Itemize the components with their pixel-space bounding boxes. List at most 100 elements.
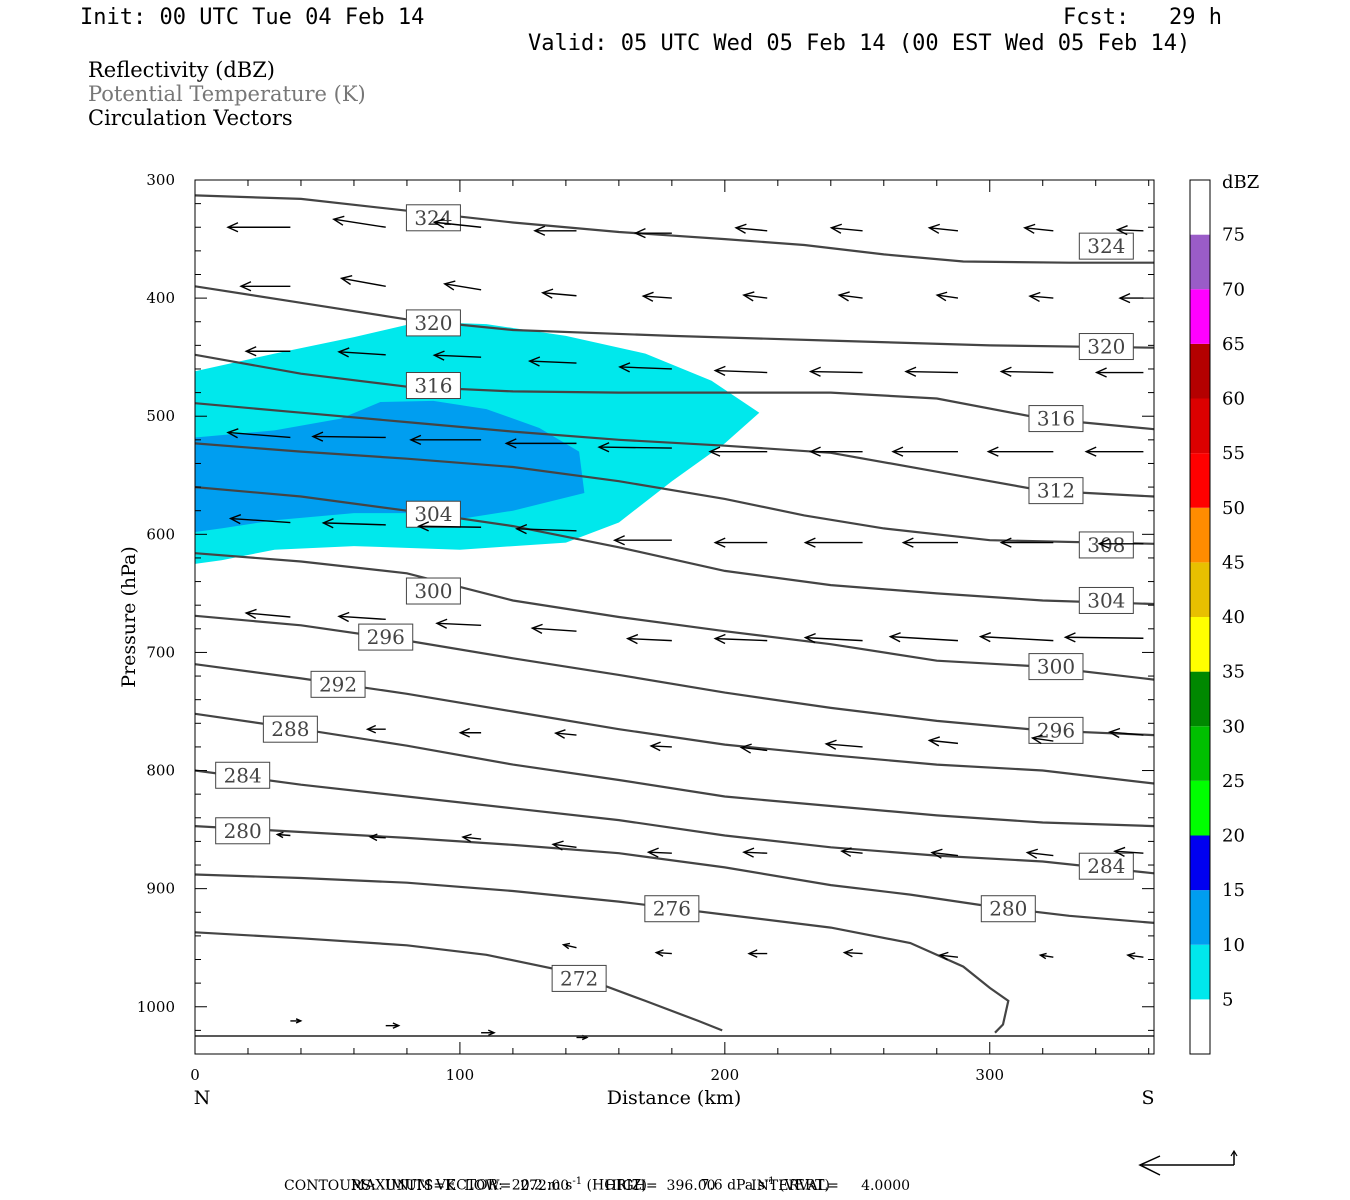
reference-vector-icon xyxy=(1138,1149,1238,1176)
contour-label-300: 300 xyxy=(1037,655,1075,679)
circulation-vector-layer xyxy=(226,215,1144,1041)
circulation-vector xyxy=(901,537,958,548)
vert-exponent: -1 xyxy=(764,1176,775,1187)
contour-label-box xyxy=(262,715,318,743)
circulation-vector xyxy=(734,223,768,234)
circulation-vector xyxy=(409,434,482,445)
colorbar-level-label: 25 xyxy=(1222,771,1245,792)
colorbar-level-label: 60 xyxy=(1222,389,1245,410)
forecast-hour: Fcst: 29 h xyxy=(1063,5,1222,30)
circulation-vector xyxy=(888,632,959,643)
contour-label-272: 272 xyxy=(560,966,598,990)
colorbar: 5 10 15 20 25 30 35 40 45 50 55 60 65 70 75 xyxy=(1189,179,1245,1055)
circulation-vector xyxy=(803,632,863,644)
x-axis-title: Distance (km) xyxy=(607,1087,742,1109)
circulation-vector xyxy=(840,847,863,857)
circulation-vector xyxy=(365,724,386,734)
circulation-vector xyxy=(1115,225,1144,236)
horiz-unit: (HORIZ) xyxy=(586,1177,647,1194)
contour-label-304: 304 xyxy=(414,502,452,526)
y-tick-label: 700 xyxy=(146,643,175,661)
contour-label-316: 316 xyxy=(1037,407,1075,431)
contour-label-284: 284 xyxy=(1087,854,1125,878)
colorbar-frame xyxy=(1189,179,1211,1055)
contour-label-280: 280 xyxy=(224,819,262,843)
colorbar-level-label: 75 xyxy=(1222,225,1245,246)
theta-contour-300 xyxy=(195,552,1154,681)
theta-contour-320 xyxy=(195,285,1154,349)
contour-label-312: 312 xyxy=(1037,479,1075,503)
circulation-vector xyxy=(1030,734,1054,745)
contour-label-box xyxy=(358,623,414,651)
colorbar-segment xyxy=(1190,617,1210,672)
colorbar-level-label: 30 xyxy=(1222,716,1245,737)
x-tick-label: 300 xyxy=(975,1066,1004,1084)
circulation-vector xyxy=(633,228,672,239)
circulation-vector xyxy=(837,291,863,302)
circulation-vector xyxy=(938,951,959,961)
circulation-vector xyxy=(986,446,1054,457)
circulation-vector xyxy=(891,446,958,457)
circulation-vector xyxy=(739,743,768,754)
contour-label-box xyxy=(405,204,461,232)
theta-contour-284 xyxy=(195,769,1154,875)
circulation-vector xyxy=(530,623,577,634)
circulation-vector xyxy=(1023,223,1054,234)
contour-label-box xyxy=(215,817,271,845)
circulation-vector xyxy=(927,736,959,747)
circulation-vector xyxy=(540,288,577,299)
x-tick-label: 200 xyxy=(711,1066,740,1084)
colorbar-segment xyxy=(1190,780,1210,836)
circulation-vector xyxy=(337,611,386,623)
colorbar-level-label: 50 xyxy=(1222,498,1245,519)
theta-contour-288 xyxy=(195,712,1154,828)
colorbar-level-label: 40 xyxy=(1222,607,1245,628)
theta-contour-layer: 324 324 320 320 316 316 312 308 304 304 300 300 296 2… xyxy=(195,194,1154,1034)
circulation-vector xyxy=(646,847,672,858)
contour-label-box xyxy=(1078,232,1134,260)
theta-contour-324 xyxy=(195,194,1154,264)
circulation-vector xyxy=(533,225,577,236)
x-end-label-right: S xyxy=(1141,1087,1154,1109)
contour-label-280: 280 xyxy=(989,897,1027,921)
contour-label-box xyxy=(1078,852,1134,880)
circulation-vector xyxy=(321,518,386,529)
theta-contour-316 xyxy=(195,353,1154,431)
contour-label-box xyxy=(405,372,461,400)
colorbar-segment xyxy=(1190,343,1210,399)
colorbar-segment xyxy=(1190,999,1210,1054)
x-tick-label: 0 xyxy=(190,1066,200,1084)
circulation-vector xyxy=(842,948,863,958)
colorbar-level-label: 35 xyxy=(1222,662,1245,683)
circulation-vector xyxy=(935,291,959,302)
reflectivity-area-10 xyxy=(195,400,585,532)
contour-label-box xyxy=(405,500,461,528)
legend-reflectivity: Reflectivity (dBZ) xyxy=(88,58,276,82)
circulation-vector xyxy=(561,942,577,950)
contour-label-308: 308 xyxy=(1087,533,1125,557)
vert-max-value: 7.6 dPa s xyxy=(700,1177,765,1194)
y-tick-label: 1000 xyxy=(137,998,175,1016)
contours-info: CONTOURS: UNITS=K LOW= 272.00 HIGH= 396.… xyxy=(284,1178,911,1194)
contour-label-324: 324 xyxy=(1087,234,1125,258)
circulation-vector xyxy=(244,608,291,619)
contour-label-box xyxy=(310,670,366,698)
init-time: Init: 00 UTC Tue 04 Feb 14 xyxy=(80,5,425,30)
circulation-vector xyxy=(1118,292,1144,304)
colorbar-level-label: 15 xyxy=(1222,880,1245,901)
contour-label-box xyxy=(644,895,700,923)
colorbar-segment xyxy=(1190,180,1210,235)
contour-label-box xyxy=(215,761,271,789)
circulation-vector xyxy=(649,741,672,752)
contour-label-284: 284 xyxy=(224,763,262,787)
circulation-vector xyxy=(290,1018,303,1024)
valid-time: Valid: 05 UTC Wed 05 Feb 14 (00 EST Wed … xyxy=(528,31,1191,56)
contour-label-292: 292 xyxy=(319,672,357,696)
contour-label-288: 288 xyxy=(271,717,309,741)
horiz-max-value: 20.2 m s xyxy=(511,1177,573,1194)
contour-label-320: 320 xyxy=(1087,335,1125,359)
colorbar-level-label: 55 xyxy=(1222,443,1245,464)
y-tick-label: 600 xyxy=(146,525,175,543)
circulation-vector xyxy=(824,739,863,750)
